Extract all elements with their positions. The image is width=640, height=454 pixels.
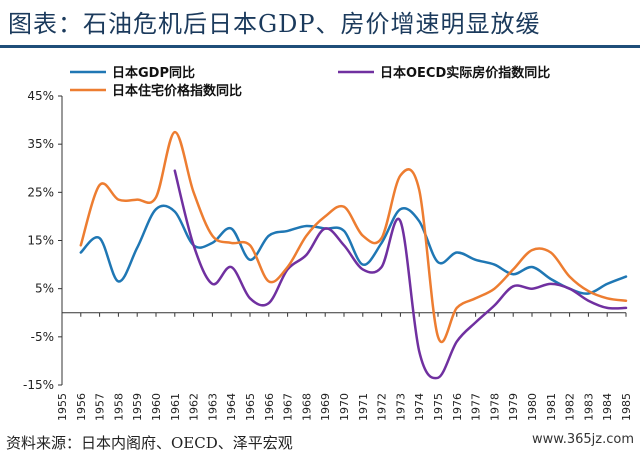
x-tick-label: 1962 (188, 393, 201, 421)
x-tick-label: 1964 (225, 393, 238, 421)
x-tick-label: 1972 (376, 393, 389, 421)
source-note: 资料来源：日本内阁府、OECD、泽平宏观 (6, 434, 293, 452)
x-tick-label: 1969 (319, 393, 332, 421)
x-tick-label: 1984 (601, 393, 614, 421)
footer: 资料来源：日本内阁府、OECD、泽平宏观 www.365jz.com (0, 432, 640, 454)
y-tick-label: 5% (35, 282, 54, 296)
x-tick-label: 1982 (564, 393, 577, 421)
x-tick-label: 1957 (94, 393, 107, 421)
x-tick-label: 1963 (206, 393, 219, 421)
x-tick-label: 1973 (394, 393, 407, 421)
legend-label-1: 日本OECD实际房价指数同比 (380, 65, 550, 81)
title-underline (0, 45, 640, 48)
x-tick-label: 1970 (338, 393, 351, 421)
series-line-0 (79, 204, 628, 295)
x-tick-label: 1965 (244, 393, 257, 421)
x-tick-label: 1966 (263, 393, 276, 421)
x-tick-label: 1967 (282, 393, 295, 421)
legend-label-0: 日本GDP同比 (112, 65, 195, 81)
x-tick-label: 1983 (582, 393, 595, 421)
x-tick-label: 1968 (300, 393, 313, 421)
x-tick-label: 1976 (451, 393, 464, 421)
x-tick-label: 1971 (357, 393, 370, 421)
x-tick-label: 1981 (545, 393, 558, 421)
chart-title: 图表：石油危机后日本GDP、房价增速明显放缓 (8, 10, 541, 38)
legend-label-2: 日本住宅价格指数同比 (112, 83, 242, 99)
x-tick-label: 1974 (413, 393, 426, 421)
y-tick-label: 35% (27, 137, 54, 151)
x-tick-label: 1979 (507, 393, 520, 421)
y-tick-label: 25% (27, 185, 54, 199)
y-tick-label: 15% (27, 234, 54, 248)
line-chart: -15% -5% 5% 15% 25% 35% 45% 1955 1956 1957 1958 195… (23, 65, 633, 421)
x-tick-label: 1985 (620, 393, 633, 421)
y-tick-label: -5% (31, 330, 54, 344)
x-tick-label: 1960 (150, 393, 163, 421)
watermark: www.365jz.com (532, 432, 634, 447)
y-tick-label: -15% (23, 378, 54, 392)
x-tick-label: 1955 (56, 393, 69, 421)
series-line-2 (79, 130, 628, 344)
x-tick-label: 1958 (112, 393, 125, 421)
x-tick-label: 1975 (432, 393, 445, 421)
x-tick-label: 1977 (470, 393, 483, 421)
x-tick-label: 1980 (526, 393, 539, 421)
x-tick-label: 1978 (488, 393, 501, 421)
x-tick-label: 1959 (131, 393, 144, 421)
x-tick-label: 1961 (169, 393, 182, 421)
y-tick-label: 45% (27, 89, 54, 103)
x-tick-label: 1956 (75, 393, 88, 421)
series-line-1 (173, 169, 628, 380)
